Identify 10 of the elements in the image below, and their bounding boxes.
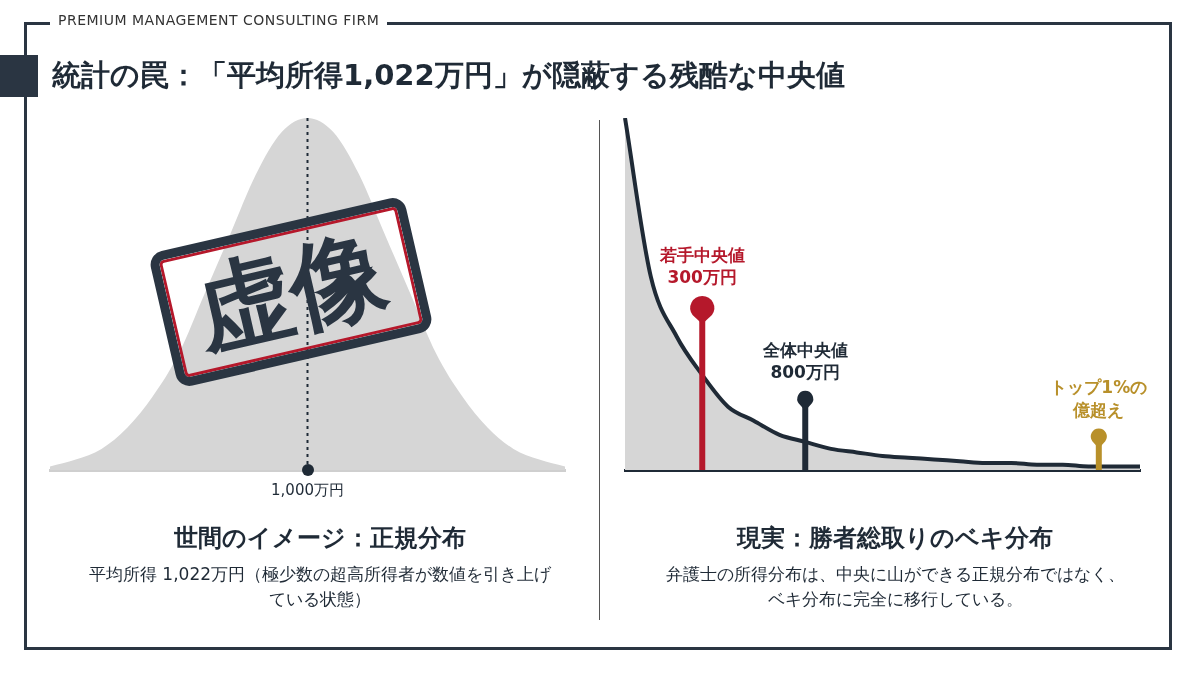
text: 平均所得 1,022万円（極少数の超高所得者が数値を引き上げている状態） xyxy=(87,563,553,611)
annotation: 若手中央値300万円 xyxy=(658,243,746,289)
text: 世間のイメージ：正規分布 xyxy=(173,523,467,554)
annotation: 全体中央値800万円 xyxy=(761,338,849,384)
text: 統計の罠：「平均所得1,022万円」が隠蔽する残酷な中央値 xyxy=(52,57,845,94)
text: 弁護士の所得分布は、中央に山ができる正規分布ではなく、ベキ分布に完全に移行している。 xyxy=(664,563,1126,611)
text: 1,000万円 xyxy=(271,481,344,500)
text: PREMIUM MANAGEMENT CONSULTING FIRM xyxy=(50,12,388,28)
text: 現実：勝者総取りのベキ分布 xyxy=(735,523,1054,554)
annotation: トップ1%の億超え xyxy=(1050,376,1148,421)
